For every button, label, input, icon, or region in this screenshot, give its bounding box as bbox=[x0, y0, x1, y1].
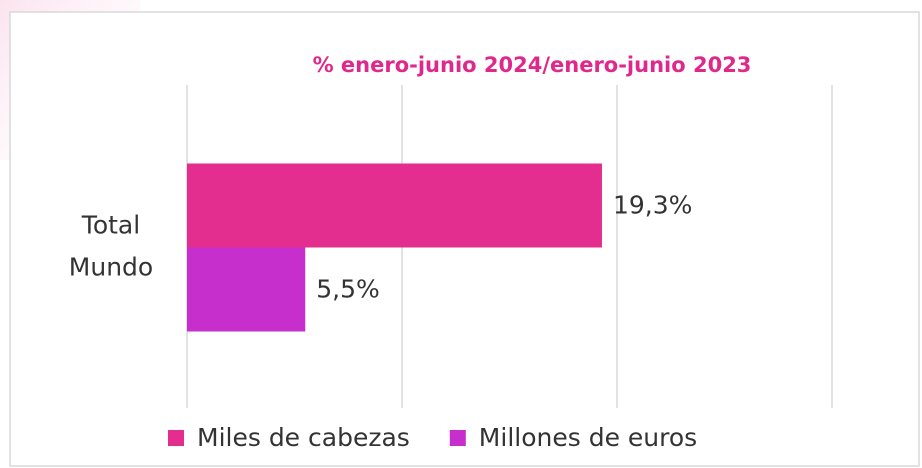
category-label: Total Mundo bbox=[69, 211, 153, 282]
legend-label: Millones de euros bbox=[479, 423, 697, 452]
legend-swatch bbox=[449, 430, 466, 446]
legend-swatch bbox=[168, 430, 184, 446]
value-label: 19,3% bbox=[613, 191, 692, 220]
legend-label: Miles de cabezas bbox=[197, 423, 410, 452]
chart-title: % enero-junio 2024/enero-junio 2023 bbox=[313, 53, 752, 77]
bar bbox=[187, 247, 306, 332]
value-label: 5,5% bbox=[316, 275, 380, 304]
bar bbox=[187, 163, 602, 248]
